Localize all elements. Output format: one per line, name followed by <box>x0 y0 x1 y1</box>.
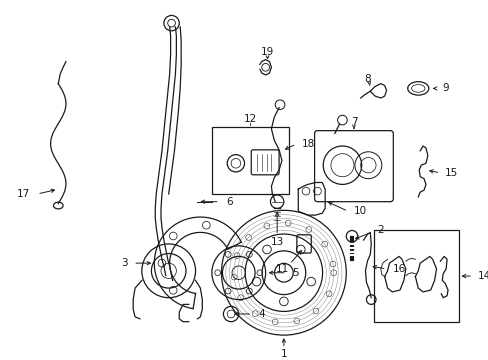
Bar <box>211 127 288 194</box>
Text: 14: 14 <box>477 271 488 281</box>
Text: 7: 7 <box>350 117 357 127</box>
Text: 9: 9 <box>441 84 448 93</box>
Bar <box>373 230 458 322</box>
Text: 13: 13 <box>270 237 283 247</box>
Text: 16: 16 <box>391 264 405 274</box>
Text: 2: 2 <box>376 225 383 234</box>
Text: 18: 18 <box>302 139 315 149</box>
Text: 6: 6 <box>226 197 232 207</box>
Text: 4: 4 <box>258 309 264 319</box>
Text: 15: 15 <box>444 168 457 178</box>
Text: 3: 3 <box>121 258 127 268</box>
Text: 11: 11 <box>276 264 289 274</box>
Text: 19: 19 <box>261 47 274 57</box>
Text: 8: 8 <box>364 74 370 84</box>
Text: 12: 12 <box>243 114 256 124</box>
Text: 17: 17 <box>17 189 30 199</box>
Text: 10: 10 <box>353 206 366 216</box>
Text: 5: 5 <box>292 268 299 278</box>
Text: 1: 1 <box>280 349 286 359</box>
